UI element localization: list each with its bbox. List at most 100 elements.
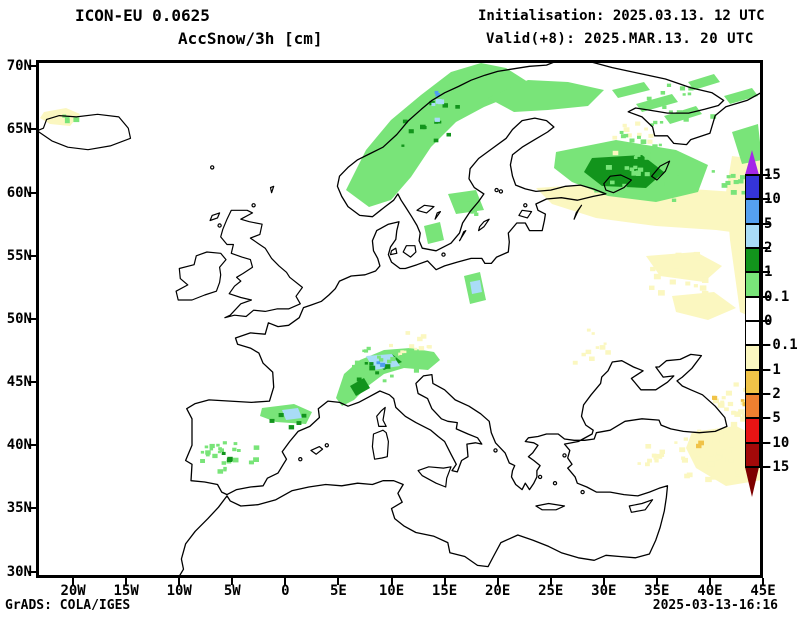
snow-speckle <box>204 445 209 449</box>
snow-speckle <box>719 456 726 462</box>
grads-credit: GrADS: COLA/IGES <box>5 598 131 613</box>
snow-speckle <box>707 469 715 475</box>
snow-speckle <box>435 99 442 104</box>
colorbar-segment <box>745 442 760 468</box>
snow-speckle <box>674 441 678 444</box>
snow-speckle <box>435 92 440 97</box>
lon-tick <box>125 578 128 585</box>
snow-speckle <box>605 165 612 170</box>
colorbar-segment <box>745 247 760 274</box>
colorbar-tick <box>757 295 770 298</box>
colorbar-divider <box>745 368 760 371</box>
snow-speckle <box>399 355 405 360</box>
lon-label: 20W <box>60 583 86 599</box>
lon-tick <box>549 578 552 585</box>
snow-speckle <box>653 120 658 125</box>
creation-timestamp: 2025-03-13-16:16 <box>652 598 778 613</box>
snow-speckle <box>650 123 654 127</box>
snow-speckle <box>712 434 720 440</box>
snow-speckle <box>217 450 221 454</box>
snow-shading <box>584 155 664 188</box>
lat-label: 30N <box>6 563 32 580</box>
snow-speckle <box>376 361 381 365</box>
snow-speckle <box>721 445 726 450</box>
snow-speckle <box>237 449 241 452</box>
snow-speckle <box>676 272 681 276</box>
lat-tick <box>28 507 36 510</box>
coastline <box>580 60 763 146</box>
lat-label: 55N <box>6 247 32 264</box>
snow-speckle <box>384 364 391 369</box>
snow-speckle <box>420 334 427 339</box>
snow-speckle <box>417 336 423 342</box>
snow-speckle <box>658 143 662 147</box>
colorbar-divider <box>745 417 760 420</box>
snow-shading <box>488 80 604 112</box>
snow-speckle <box>649 285 655 290</box>
snow-speckle <box>390 374 394 378</box>
colorbar-segment <box>745 369 760 395</box>
snow-speckle <box>610 180 615 185</box>
snow-speckle <box>390 356 396 362</box>
snow-speckle <box>434 90 439 94</box>
lon-label: 5E <box>330 583 347 599</box>
snow-speckle <box>356 377 362 382</box>
snow-speckle <box>740 399 745 402</box>
snow-speckle <box>387 359 392 364</box>
snow-speckle <box>679 447 686 453</box>
snow-speckle <box>693 284 698 288</box>
snow-speckle <box>457 209 462 213</box>
snow-speckle <box>414 347 418 351</box>
snow-speckle <box>644 155 651 160</box>
snow-speckle <box>301 413 307 418</box>
snow-speckle <box>591 332 595 335</box>
snow-speckle <box>707 461 715 467</box>
coastline <box>376 406 387 427</box>
snow-speckle <box>660 91 666 95</box>
colorbar-tick <box>757 417 770 420</box>
snow-speckle <box>375 371 380 375</box>
snow-speckle <box>647 139 653 144</box>
colorbar-tick <box>757 222 770 225</box>
lon-tick <box>655 578 658 585</box>
snow-speckle <box>471 204 475 208</box>
lon-label: 35E <box>644 583 670 599</box>
lon-tick <box>390 578 393 585</box>
snow-speckle <box>446 132 451 137</box>
lon-label: 20E <box>485 583 511 599</box>
snow-speckle <box>650 266 656 272</box>
coastline <box>651 160 671 181</box>
snow-shading <box>672 292 736 320</box>
island-dot <box>441 252 446 257</box>
snow-speckle <box>403 350 407 354</box>
snow-speckle <box>226 457 233 462</box>
snow-speckle <box>269 418 275 423</box>
lon-label: 15W <box>113 583 139 599</box>
snow-speckle <box>233 442 238 446</box>
snow-shading <box>424 222 444 244</box>
snow-speckle <box>706 445 711 449</box>
lon-tick <box>762 578 764 585</box>
colorbar-divider <box>745 344 760 347</box>
colorbar-tick <box>757 441 770 444</box>
snow-shading <box>282 408 302 420</box>
snow-shading <box>350 378 370 396</box>
snow-speckle <box>216 443 220 447</box>
snow-speckle <box>637 135 641 139</box>
coastline <box>478 218 490 232</box>
snow-speckle <box>402 119 408 124</box>
snow-speckle <box>733 464 738 469</box>
colorbar-segment <box>745 223 760 249</box>
snow-speckle <box>619 130 624 134</box>
snow-speckle <box>620 134 626 139</box>
snow-speckle <box>434 120 439 124</box>
island-dot <box>537 474 543 480</box>
snow-speckle <box>635 172 639 176</box>
snow-speckle <box>724 407 729 412</box>
snow-speckle <box>713 398 719 404</box>
snow-speckle <box>646 96 652 101</box>
lon-tick <box>708 578 711 585</box>
initialisation-time: Initialisation: 2025.03.13. 12 UTC <box>478 8 765 24</box>
snow-speckle <box>709 453 714 457</box>
